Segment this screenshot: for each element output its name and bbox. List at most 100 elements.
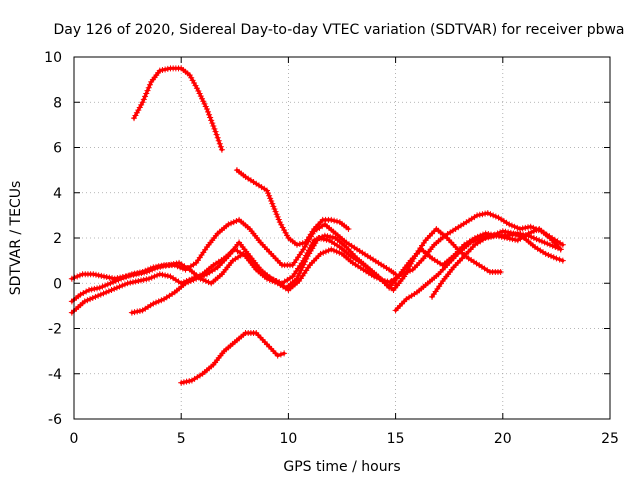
data-point (548, 253, 555, 260)
data-point (528, 229, 535, 236)
data-point (559, 257, 566, 264)
data-point (267, 195, 274, 202)
y-tick-label: 2 (53, 231, 62, 247)
data-point (541, 239, 548, 246)
data-point (138, 277, 144, 284)
data-point (146, 81, 153, 88)
data-point (125, 272, 132, 279)
data-point (493, 232, 500, 239)
data-point (501, 234, 508, 241)
data-point (404, 268, 411, 275)
axis-ticks: 0 5 10 15 20 25 -6 -4 -2 0 2 4 6 8 10 (44, 50, 619, 447)
data-point (197, 93, 204, 100)
data-point (487, 211, 494, 218)
data-point (95, 292, 102, 299)
data-point (276, 219, 283, 226)
data-point (506, 235, 513, 242)
y-tick-label: -4 (48, 367, 62, 383)
data-point (327, 233, 334, 240)
data-point (533, 236, 540, 243)
data-point (401, 270, 408, 277)
data-point (140, 96, 147, 103)
data-point (293, 241, 300, 248)
data-point (86, 287, 93, 294)
x-tick-label: 0 (70, 431, 79, 447)
data-point (498, 233, 505, 240)
data-point (94, 285, 101, 292)
data-point (407, 267, 414, 274)
data-point (322, 248, 329, 255)
data-point (490, 233, 497, 240)
data-point (199, 95, 206, 102)
data-point (193, 85, 200, 92)
data-series (68, 65, 566, 386)
data-point (513, 231, 520, 238)
data-point (168, 261, 175, 268)
data-point (154, 264, 161, 271)
data-point (488, 233, 495, 240)
data-point (320, 249, 327, 256)
data-point (484, 210, 491, 217)
data-point (281, 227, 288, 234)
data-point (553, 255, 560, 262)
data-point (536, 237, 543, 244)
data-point (279, 224, 286, 231)
series-arc-mid-high (233, 167, 352, 248)
data-point (173, 260, 180, 267)
data-point (156, 67, 163, 74)
data-point (136, 307, 143, 314)
data-point (333, 248, 340, 255)
data-point (559, 241, 566, 248)
data-point (217, 143, 224, 150)
data-point (233, 218, 240, 225)
data-point (208, 117, 215, 124)
data-point (281, 350, 288, 357)
data-point (132, 112, 139, 119)
data-point (218, 146, 225, 153)
data-point (110, 279, 117, 286)
data-point (188, 74, 195, 81)
chart-title: Day 126 of 2020, Sidereal Day-to-day VTE… (53, 22, 624, 38)
data-point (193, 275, 200, 282)
data-point (155, 298, 162, 305)
data-point (273, 277, 280, 284)
data-point (170, 261, 177, 268)
data-point (268, 275, 275, 282)
data-point (146, 275, 153, 282)
data-point (143, 268, 150, 275)
y-tick-label: 10 (44, 50, 62, 66)
data-point (111, 275, 118, 282)
data-point (183, 378, 190, 385)
data-point (105, 288, 112, 295)
data-point (530, 228, 537, 235)
data-point (474, 212, 481, 219)
x-tick-label: 20 (494, 431, 512, 447)
data-point (542, 250, 549, 257)
data-point (530, 235, 537, 241)
data-point (138, 101, 145, 108)
data-point (323, 236, 330, 243)
data-point (230, 219, 237, 226)
data-point (165, 262, 172, 269)
data-point (270, 276, 277, 283)
data-point (309, 239, 316, 246)
data-point (190, 276, 197, 283)
data-point (97, 291, 104, 298)
data-point (325, 247, 332, 254)
series-arc-high (131, 65, 225, 153)
data-point (191, 80, 198, 87)
data-point (299, 240, 306, 247)
data-point (330, 247, 337, 254)
data-point (516, 225, 523, 232)
data-point (92, 293, 99, 300)
data-point (510, 230, 517, 237)
data-point (164, 272, 171, 279)
data-point (133, 271, 140, 278)
data-point (127, 272, 134, 279)
data-point (135, 107, 142, 114)
data-point (278, 221, 285, 228)
x-axis-label: GPS time / hours (283, 459, 400, 475)
data-point (228, 220, 235, 227)
